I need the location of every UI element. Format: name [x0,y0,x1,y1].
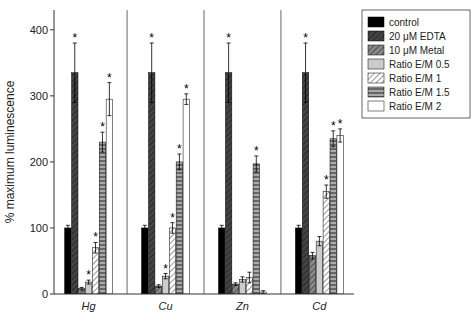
error-bar [220,225,224,230]
legend-label: 20 μM EDTA [389,31,446,42]
legend-label: Ratio E/M 1.5 [389,87,450,98]
error-bar [150,43,154,102]
bar [253,164,259,294]
bar [142,228,148,294]
significance-star: * [72,31,77,45]
x-tick-label: Hg [82,300,97,312]
legend-swatch [368,59,384,69]
significance-star: * [226,31,231,45]
error-bar [177,154,181,170]
bar [99,142,105,294]
legend-swatch [368,17,384,27]
bar [309,256,315,294]
error-bar [143,225,147,230]
chart: 0100200300400% maximum luminescence*****… [0,0,474,324]
group-divider [127,10,128,294]
error-bar [227,43,231,102]
error-bar [107,83,111,116]
legend-swatch [368,45,384,55]
error-bar [331,131,335,147]
significance-star: * [324,173,329,187]
annotations: **************** [72,31,342,282]
bar [92,248,98,294]
error-bar [317,237,321,246]
bar [323,192,329,294]
legend-label: Ratio E/M 1 [389,73,442,84]
error-bar [297,225,301,230]
y-tick [50,294,54,295]
y-tick-label: 300 [30,90,48,102]
y-axis-line [54,10,55,294]
significance-star: * [177,142,182,156]
legend-label: Ratio E/M 2 [389,101,442,112]
group-divider [204,10,205,294]
bar [169,228,175,294]
bar [218,228,224,294]
error-bar [247,272,251,283]
y-tick [50,227,54,228]
legend: control 20 μM EDTA 10 μM Metal Ratio E/M 0.… [362,10,470,118]
significance-star: * [254,144,259,158]
legend-frame [362,10,470,118]
bar [337,135,343,294]
x-axis-line [54,294,354,295]
error-bar [254,156,258,172]
bars [65,43,344,294]
error-bar [66,225,70,230]
y-tick [50,161,54,162]
y-tick [50,29,54,30]
group-divider [280,10,281,294]
error-bar [261,291,265,294]
y-tick-label: 100 [30,222,48,234]
significance-star: * [100,120,105,134]
significance-star: * [303,31,308,45]
legend-swatch [368,101,384,111]
significance-star: * [93,230,98,244]
error-bar [80,287,84,290]
bar [302,73,308,294]
y-tick-label: 0 [42,288,48,300]
significance-star: * [163,262,168,276]
x-tick-label: Zn [235,300,249,312]
bar [225,73,231,294]
significance-star: * [170,211,175,225]
legend-label: Ratio E/M 0.5 [389,59,450,70]
y-tick-label: 200 [30,156,48,168]
error-bar [304,43,308,102]
error-bar [73,43,77,102]
bar [316,241,322,294]
error-bar [310,252,314,259]
bar [72,73,78,294]
y-tick [50,95,54,96]
bar [148,73,154,294]
legend-label: control [389,17,419,28]
error-bar [100,132,104,152]
bar [183,99,189,294]
significance-star: * [338,117,343,131]
significance-star: * [149,31,154,45]
legend-swatch [368,87,384,97]
error-bar [234,283,238,286]
legend-label: 10 μM Metal [389,45,444,56]
bar [295,228,301,294]
bar [176,162,182,294]
error-bar [157,285,161,288]
bar [106,99,112,294]
y-tick-label: 400 [30,24,48,36]
x-tick-label: Cu [159,300,173,312]
x-tick-label: Cd [312,300,327,312]
legend-swatch [368,73,384,83]
y-axis-label: % maximum luminescence [3,80,17,223]
error-bar [240,277,244,282]
significance-star: * [184,82,189,96]
significance-star: * [86,268,91,282]
bar [330,139,336,294]
significance-star: * [331,119,336,133]
significance-star: * [107,71,112,85]
y-axis: 0 100 200 300 400 [30,24,54,300]
legend-swatch [368,31,384,41]
bar [65,228,71,294]
